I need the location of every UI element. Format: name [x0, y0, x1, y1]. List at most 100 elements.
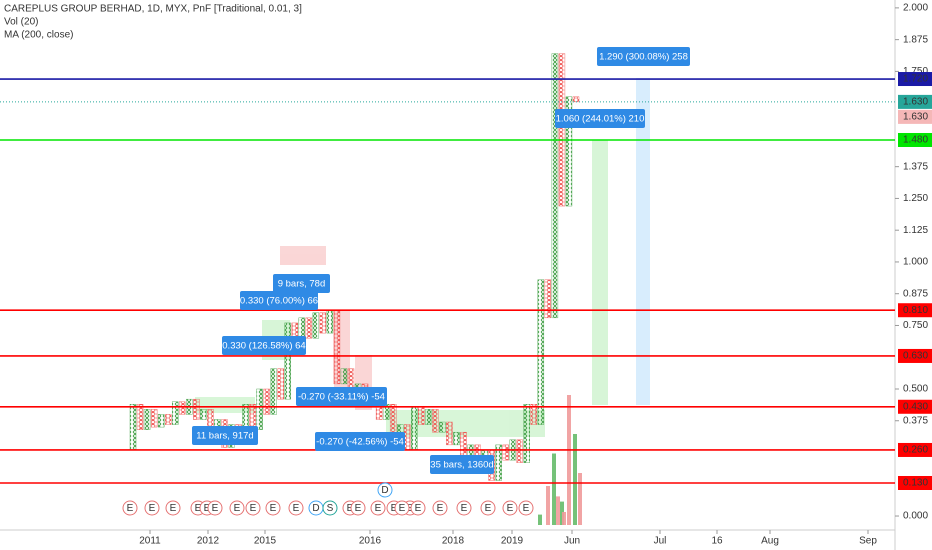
- x-column: [439, 421, 446, 433]
- event-marker: [207, 500, 223, 516]
- x-column: [453, 431, 460, 446]
- x-column: [129, 404, 137, 451]
- y-tick-label: 1.250: [903, 193, 928, 204]
- volume-bar: [556, 496, 560, 525]
- event-label: E: [507, 503, 514, 514]
- annotation: 1.290 (300.08%) 258: [599, 52, 688, 63]
- o-column: [263, 388, 270, 415]
- y-tick-label: 0.375: [903, 415, 928, 426]
- event-label: E: [415, 503, 422, 514]
- event-marker: [394, 500, 410, 516]
- x-column: [425, 409, 432, 425]
- x-tick-label: Jun: [564, 536, 580, 547]
- o-column: [516, 439, 523, 463]
- annotation-box: [296, 387, 387, 406]
- event-marker: [144, 500, 160, 516]
- event-marker: [229, 500, 245, 516]
- o-column: [502, 444, 509, 461]
- event-label: E: [149, 503, 156, 514]
- x-column: [523, 404, 530, 463]
- price-label: 0.630: [903, 351, 928, 362]
- event-label: E: [375, 503, 382, 514]
- o-column: [544, 279, 552, 319]
- x-column: [256, 388, 263, 430]
- annotation-box: [430, 455, 494, 474]
- event-marker: [265, 500, 281, 516]
- annotation: 9 bars, 78d: [278, 279, 326, 290]
- annotation-box: [555, 109, 645, 128]
- y-tick-label: 1.375: [903, 161, 928, 172]
- x-column: [326, 310, 334, 334]
- range: [636, 78, 650, 405]
- x-column: [157, 414, 165, 428]
- x-column: [411, 406, 418, 451]
- x-column: [171, 401, 179, 425]
- x-tick-label: 2011: [139, 536, 161, 547]
- o-column: [164, 414, 172, 425]
- x-column: [284, 322, 291, 400]
- y-tick-label: 0.000: [903, 511, 928, 522]
- x-column: [340, 368, 348, 385]
- volume-bar: [573, 434, 577, 525]
- annotation: 35 bars, 1360d: [430, 460, 493, 471]
- price-label: 1.630: [903, 97, 928, 108]
- volume-bar: [562, 512, 566, 525]
- y-tick-label: 1.000: [903, 257, 928, 268]
- event-marker: [122, 500, 138, 516]
- o-column: [249, 404, 256, 430]
- annotation: -0.270 (-42.56%) -54: [316, 437, 404, 448]
- o-column: [432, 409, 439, 433]
- x-column: [495, 444, 502, 481]
- price-label-box: [898, 442, 932, 457]
- event-label: E: [293, 503, 300, 514]
- event-marker: [350, 500, 366, 516]
- o-column: [558, 53, 566, 207]
- x-column: [312, 312, 320, 339]
- range: [280, 246, 326, 265]
- legend-title: CAREPLUS GROUP BERHAD, 1D, MYX, PnF [Tra…: [4, 4, 302, 15]
- event-label: E: [437, 503, 444, 514]
- x-tick-label: Jul: [654, 536, 667, 547]
- annotation-box: [192, 426, 258, 445]
- volume-bar: [538, 514, 542, 525]
- o-column: [150, 409, 158, 428]
- event-label: S: [327, 503, 334, 514]
- legend-indicator: Vol (20): [4, 17, 38, 28]
- annotation: 0.330 (126.58%) 64: [222, 341, 305, 352]
- x-tick-label: Aug: [761, 536, 779, 547]
- x-column: [537, 279, 545, 425]
- event-label: E: [399, 503, 406, 514]
- price-label: 0.430: [903, 401, 928, 412]
- o-column: [446, 421, 453, 446]
- y-tick-label: 1.125: [903, 225, 928, 236]
- price-label-box: [898, 132, 932, 147]
- o-column: [404, 424, 411, 451]
- event-label: E: [250, 503, 257, 514]
- event-marker: [288, 500, 304, 516]
- y-tick-label: 0.500: [903, 384, 928, 395]
- volume-bar: [567, 395, 571, 525]
- o-column: [305, 317, 313, 339]
- price-label: 0.810: [903, 305, 928, 316]
- last-price-box: [898, 109, 932, 124]
- x-tick-label: 2016: [359, 536, 382, 547]
- event-marker: [502, 500, 518, 516]
- event-marker: [410, 500, 426, 516]
- annotation: 0.330 (76.00%) 66: [240, 296, 318, 307]
- x-tick-label: 2015: [254, 536, 277, 547]
- last-price-label: 1.630: [903, 112, 928, 123]
- legend-indicator: MA (200, close): [4, 30, 73, 41]
- x-column: [143, 409, 151, 430]
- price-label-box: [898, 94, 932, 109]
- annotation: -0.270 (-33.11%) -54: [298, 392, 385, 403]
- event-label: E: [170, 503, 177, 514]
- event-marker: [165, 500, 181, 516]
- price-label-box: [898, 72, 932, 87]
- event-label: E: [204, 503, 211, 514]
- event-label: E: [347, 503, 354, 514]
- y-tick-label: 2.000: [903, 3, 928, 14]
- event-marker: [456, 500, 472, 516]
- o-column: [333, 310, 341, 385]
- event-label: E: [195, 503, 202, 514]
